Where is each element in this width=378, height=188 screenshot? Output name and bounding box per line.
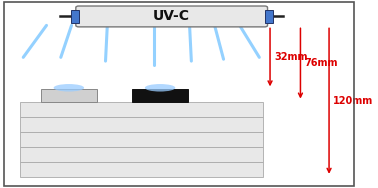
Bar <box>265 10 273 23</box>
Bar <box>132 89 188 102</box>
Text: 120mm: 120mm <box>333 96 373 106</box>
Text: 76mm: 76mm <box>305 58 338 68</box>
FancyBboxPatch shape <box>76 6 268 27</box>
Bar <box>71 10 79 23</box>
Bar <box>20 102 263 117</box>
Ellipse shape <box>145 84 175 92</box>
Bar <box>20 162 263 177</box>
Bar <box>20 117 263 132</box>
Bar <box>20 132 263 147</box>
Ellipse shape <box>54 84 84 92</box>
Text: UV-C: UV-C <box>153 9 190 24</box>
Text: 32mm: 32mm <box>274 52 308 62</box>
Bar <box>20 147 263 162</box>
Bar <box>41 89 96 102</box>
